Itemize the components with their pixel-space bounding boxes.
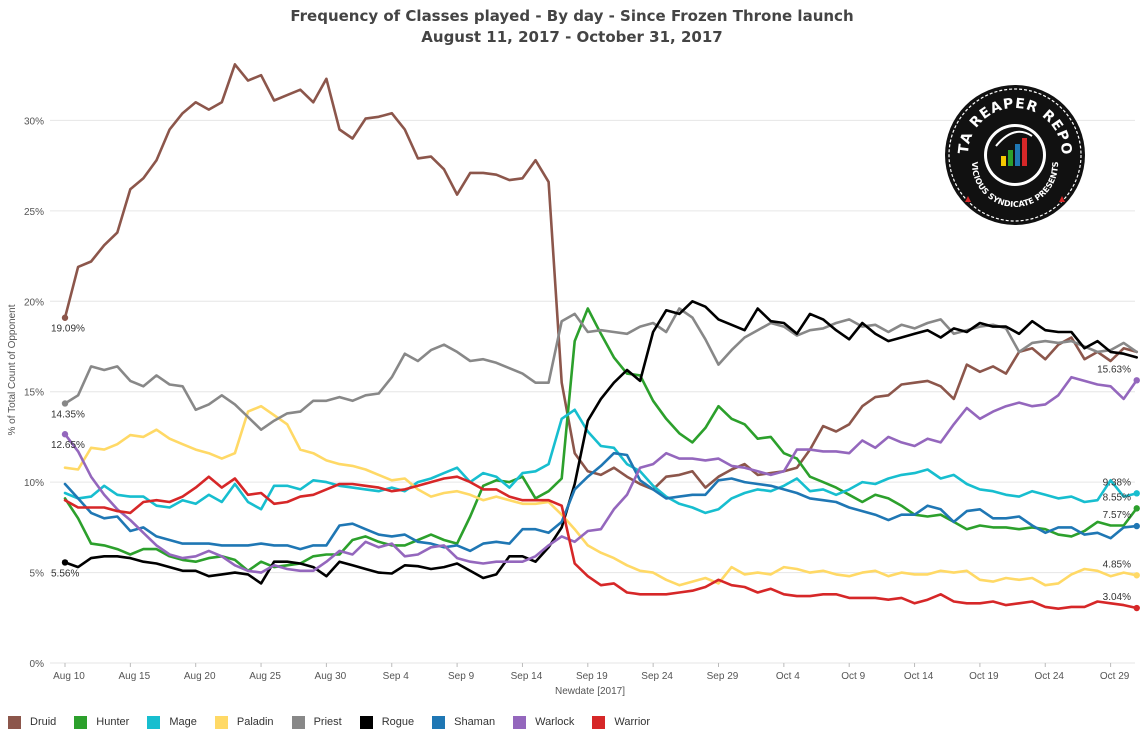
x-tick-label: Aug 15 [118, 671, 150, 682]
start-value-label: 14.35% [51, 409, 85, 420]
y-axis-ticks: 0% 5% 10% 15% 20% 25% 30% [24, 116, 44, 670]
x-tick-label: Sep 9 [448, 671, 475, 682]
y-tick-label: 30% [24, 116, 44, 127]
legend-label: Paladin [236, 716, 274, 728]
legend-item-warlock: Warlock [513, 715, 575, 729]
legend-label: Rogue [381, 716, 415, 728]
y-axis-label: % of Total Count of Opponent [7, 304, 18, 435]
x-tick-label: Aug 30 [315, 671, 347, 682]
end-value-label: 3.04% [1103, 592, 1131, 603]
series-lines [61, 63, 1140, 612]
legend-item-mage: Mage [147, 715, 197, 729]
legend-swatch [8, 715, 21, 729]
x-tick-label: Oct 9 [841, 671, 865, 682]
x-tick-label: Sep 19 [576, 671, 608, 682]
legend: Druid Hunter Mage Paladin Priest Rogue Shaman W… [8, 713, 668, 731]
legend-label: Druid [30, 716, 57, 728]
legend-label: Priest [313, 716, 342, 728]
legend-swatch [214, 715, 228, 729]
x-tick-label: Oct 24 [1035, 671, 1065, 682]
legend-label: Shaman [454, 716, 496, 728]
legend-swatch [513, 715, 527, 729]
x-tick-label: Sep 4 [383, 671, 410, 682]
start-value-label: 12.65% [51, 440, 85, 451]
series-line-warlock [63, 375, 1138, 574]
end-value-label: 4.85% [1103, 559, 1131, 570]
y-tick-label: 25% [24, 207, 44, 218]
end-point-mage [1133, 490, 1140, 497]
end-value-label: 15.63% [1097, 364, 1131, 375]
x-tick-label: Sep 29 [707, 671, 739, 682]
start-value-label: 19.09% [51, 324, 85, 335]
end-value-label: 9.38% [1103, 477, 1131, 488]
legend-item-druid: Druid [8, 715, 57, 729]
start-value-label: 5.56% [51, 568, 79, 579]
x-tick-label: Oct 29 [1100, 671, 1130, 682]
x-tick-label: Aug 25 [249, 671, 281, 682]
series-line-warrior [63, 475, 1138, 611]
legend-item-priest: Priest [291, 715, 342, 729]
end-point-hunter [1133, 505, 1140, 512]
y-tick-label: 10% [24, 478, 44, 489]
legend-swatch [147, 715, 161, 729]
x-tick-label: Oct 4 [776, 671, 800, 682]
legend-swatch [359, 715, 373, 729]
legend-item-rogue: Rogue [359, 715, 415, 729]
y-tick-label: 5% [30, 569, 45, 580]
end-point-warlock [1133, 377, 1140, 384]
legend-swatch [291, 715, 305, 729]
legend-swatch [74, 715, 88, 729]
x-tick-label: Oct 14 [904, 671, 934, 682]
start-point-priest [61, 400, 69, 407]
chart-subtitle: August 11, 2017 - October 31, 2017 [421, 28, 723, 46]
x-axis-ticks: Aug 10 Aug 15 Aug 20 Aug 25 Aug 30 Sep 4 Sep 9… [53, 663, 1130, 682]
start-point-warlock [61, 431, 69, 438]
x-tick-label: Aug 20 [184, 671, 216, 682]
x-tick-label: Sep 24 [641, 671, 673, 682]
series-line-hunter [63, 307, 1138, 573]
start-point-rogue [61, 559, 69, 566]
data-reaper-report-logo-icon: DATA REAPER REPORT VICIOUS SYNDICATE PRE… [944, 84, 1085, 225]
legend-item-warrior: Warrior [592, 715, 651, 729]
x-tick-label: Aug 10 [53, 671, 85, 682]
legend-label: Warrior [614, 716, 651, 728]
series-line-druid [63, 63, 1138, 491]
end-point-paladin [1133, 572, 1140, 579]
x-tick-label: Oct 19 [969, 671, 999, 682]
series-line-priest [63, 307, 1138, 432]
series-line-shaman [63, 451, 1138, 553]
legend-swatch [592, 715, 606, 729]
value-labels: 19.09% 8.55% 9.38% 4.85% 14.35% 5.56% 7.57% 12.… [51, 324, 1131, 603]
end-point-shaman [1133, 522, 1140, 530]
x-tick-label: Sep 14 [511, 671, 543, 682]
legend-label: Warlock [535, 716, 575, 728]
legend-label: Hunter [96, 716, 130, 728]
y-tick-label: 20% [24, 297, 44, 308]
legend-item-shaman: Shaman [432, 715, 496, 729]
chart-title-block: Frequency of Classes played - By day - S… [0, 6, 1144, 48]
series-line-paladin [63, 404, 1138, 587]
series-line-mage [63, 408, 1138, 515]
end-value-label: 8.55% [1103, 492, 1131, 503]
end-point-warrior [1133, 604, 1140, 612]
y-tick-label: 0% [30, 659, 45, 670]
start-point-druid [61, 314, 69, 321]
chart-title: Frequency of Classes played - By day - S… [290, 7, 854, 25]
legend-item-hunter: Hunter [74, 715, 130, 729]
series-line-rogue [63, 299, 1138, 585]
end-value-label: 7.57% [1103, 510, 1131, 521]
legend-label: Mage [169, 716, 197, 728]
legend-swatch [432, 715, 446, 729]
legend-item-paladin: Paladin [214, 715, 274, 729]
y-tick-label: 15% [24, 388, 44, 399]
x-axis-label: Newdate [2017] [555, 686, 625, 697]
